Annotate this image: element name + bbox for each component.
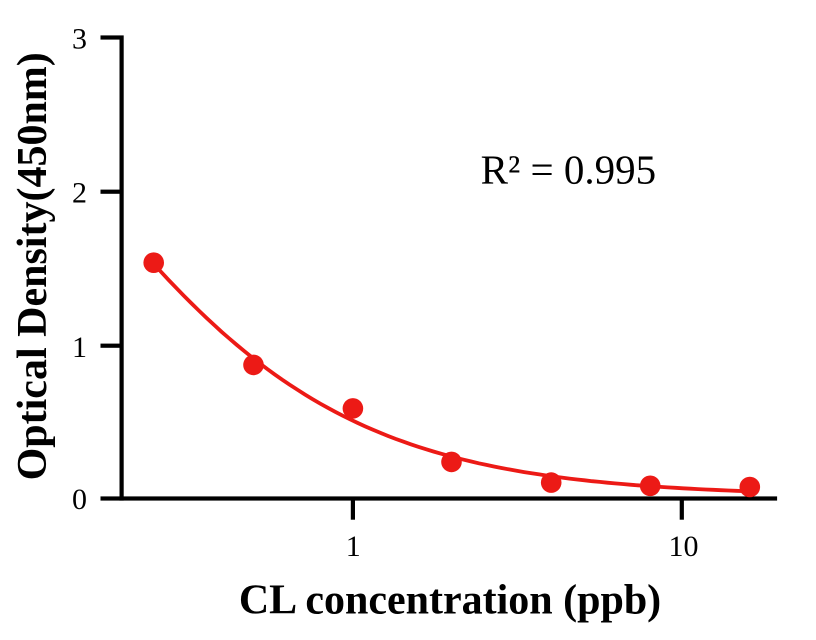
svg-text:2: 2 (72, 177, 87, 210)
svg-text:3: 3 (72, 22, 87, 55)
svg-text:R² = 0.995: R² = 0.995 (481, 146, 657, 192)
svg-text:0: 0 (72, 483, 87, 516)
svg-text:1: 1 (72, 331, 87, 364)
svg-text:Optical Density(450nm): Optical Density(450nm) (10, 52, 56, 480)
svg-text:CL concentration (ppb): CL concentration (ppb) (239, 577, 661, 623)
svg-text:10: 10 (669, 530, 699, 563)
svg-text:1: 1 (346, 530, 361, 563)
